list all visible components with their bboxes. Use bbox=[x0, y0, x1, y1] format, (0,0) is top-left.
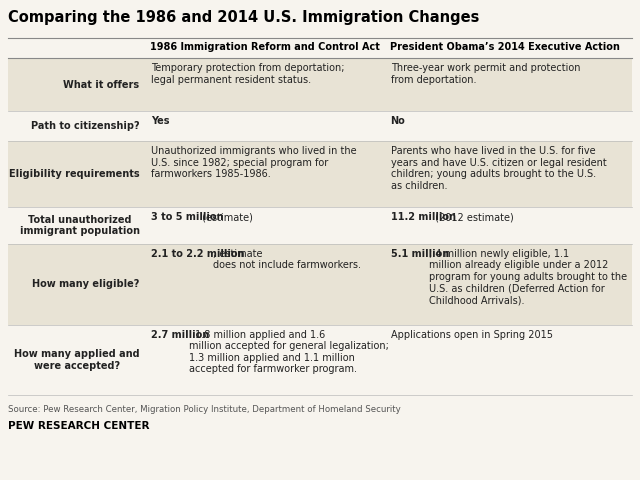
Text: Eligibility requirements: Eligibility requirements bbox=[9, 169, 140, 179]
Text: No: No bbox=[390, 116, 405, 126]
Text: Temporary protection from deportation;
legal permanent resident status.: Temporary protection from deportation; l… bbox=[150, 63, 344, 84]
Text: . 1.8 million applied and 1.6
million accepted for general legalization;
1.3 mil: . 1.8 million applied and 1.6 million ac… bbox=[189, 330, 388, 374]
Text: Three-year work permit and protection
from deportation.: Three-year work permit and protection fr… bbox=[390, 63, 580, 84]
Bar bbox=[8, 58, 632, 111]
Text: How many eligible?: How many eligible? bbox=[32, 279, 140, 289]
Text: What it offers: What it offers bbox=[63, 80, 140, 90]
Text: Total unauthorized
immigrant population: Total unauthorized immigrant population bbox=[20, 215, 140, 237]
Text: 11.2 million: 11.2 million bbox=[390, 213, 456, 222]
Text: (estimate): (estimate) bbox=[199, 213, 253, 222]
Text: Unauthorized immigrants who lived in the
U.S. since 1982; special program for
fa: Unauthorized immigrants who lived in the… bbox=[150, 146, 356, 180]
Text: Path to citizenship?: Path to citizenship? bbox=[31, 121, 140, 131]
Text: Source: Pew Research Center, Migration Policy Institute, Department of Homeland : Source: Pew Research Center, Migration P… bbox=[8, 405, 401, 414]
Text: Yes: Yes bbox=[150, 116, 169, 126]
Bar bbox=[8, 244, 632, 324]
Text: ; estimate
does not include farmworkers.: ; estimate does not include farmworkers. bbox=[213, 249, 361, 270]
Text: Applications open in Spring 2015: Applications open in Spring 2015 bbox=[390, 330, 552, 339]
Text: Parents who have lived in the U.S. for five
years and have U.S. citizen or legal: Parents who have lived in the U.S. for f… bbox=[390, 146, 606, 191]
Text: ; 4 million newly eligible, 1.1
million already eligible under a 2012
program fo: ; 4 million newly eligible, 1.1 million … bbox=[429, 249, 627, 305]
Text: PEW RESEARCH CENTER: PEW RESEARCH CENTER bbox=[8, 421, 150, 431]
Text: 5.1 million: 5.1 million bbox=[390, 249, 449, 259]
Text: 2.7 million: 2.7 million bbox=[150, 330, 209, 339]
Text: 3 to 5 million: 3 to 5 million bbox=[150, 213, 223, 222]
Text: President Obama’s 2014 Executive Action: President Obama’s 2014 Executive Action bbox=[390, 42, 620, 52]
Bar bbox=[8, 141, 632, 207]
Text: 1986 Immigration Reform and Control Act: 1986 Immigration Reform and Control Act bbox=[150, 42, 380, 52]
Text: Comparing the 1986 and 2014 U.S. Immigration Changes: Comparing the 1986 and 2014 U.S. Immigra… bbox=[8, 10, 479, 25]
Text: 2.1 to 2.2 million: 2.1 to 2.2 million bbox=[150, 249, 244, 259]
Text: How many applied and
were accepted?: How many applied and were accepted? bbox=[14, 349, 140, 371]
Text: (2012 estimate): (2012 estimate) bbox=[432, 213, 514, 222]
